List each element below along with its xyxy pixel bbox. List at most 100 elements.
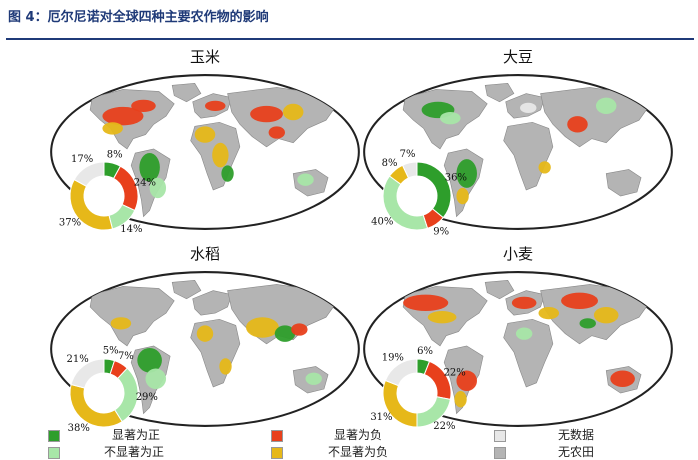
- donut-label-sig_neg: 7%: [118, 351, 134, 362]
- donut-label-nonsig_pos: 14%: [120, 224, 142, 235]
- donut-label-nonsig_pos: 29%: [136, 392, 158, 403]
- donut-slice-no_data: [70, 358, 105, 389]
- title-divider: [6, 38, 694, 40]
- panel-soybean: 大豆 36% 9% 40% 8% 7%: [358, 46, 678, 238]
- crop-region-sig_pos: [456, 159, 477, 188]
- legend-label-no-crop: 无农田: [558, 445, 595, 459]
- crop-region-nonsig_pos: [297, 173, 314, 186]
- crop-region-nonsig_neg: [212, 142, 229, 168]
- donut-label-sig_neg: 24%: [134, 178, 156, 189]
- crop-region-nonsig_neg: [194, 126, 216, 143]
- crop-region-sig_pos: [137, 347, 162, 373]
- crop-region-sig_neg: [561, 292, 598, 309]
- figure-title: 图 4：厄尔尼诺对全球四种主要农作物的影响: [8, 10, 269, 25]
- crop-region-sig_neg: [610, 370, 635, 387]
- crop-region-sig_pos: [139, 153, 160, 182]
- donut-hole: [397, 176, 437, 216]
- crop-region-nonsig_neg: [282, 103, 304, 121]
- panel-wheat: 小麦 6% 22% 22% 31% 19%: [358, 243, 678, 433]
- panel-rice: 水稻 5% 7% 29% 38% 21%: [45, 243, 365, 434]
- donut-chart-wheat: 6% 22% 22% 31% 19%: [370, 346, 466, 432]
- continent-af: [503, 318, 554, 388]
- panel-title-soybean: 大豆: [502, 48, 533, 66]
- panel-maize: 玉米 8% 24% 14% 37% 17%: [45, 46, 365, 236]
- legend-swatch-no-crop: [494, 447, 506, 459]
- continent-eu: [192, 290, 233, 316]
- legend-swatch-nonsig-pos: [48, 447, 60, 459]
- legend-swatch-sig-neg: [271, 430, 283, 442]
- panel-title-rice: 水稻: [189, 245, 220, 263]
- crop-region-sig_neg: [268, 126, 285, 139]
- continent-greenland: [171, 82, 202, 103]
- panel-title-wheat: 小麦: [502, 245, 533, 263]
- crop-region-nonsig_pos: [305, 372, 322, 385]
- crop-region-nonsig_neg: [538, 306, 560, 320]
- crop-region-nonsig_pos: [515, 327, 533, 340]
- crop-region-sig_neg: [456, 370, 477, 392]
- continent-greenland: [484, 279, 515, 300]
- donut-hole: [397, 373, 437, 413]
- donut-hole: [84, 176, 124, 216]
- legend-swatch-sig-pos: [48, 430, 60, 442]
- crop-region-nonsig_neg: [456, 187, 469, 205]
- legend-swatch-no-data: [494, 430, 506, 442]
- continent-af: [503, 121, 554, 191]
- donut-label-sig_pos: 5%: [103, 346, 119, 357]
- donut-label-sig_pos: 8%: [107, 149, 123, 160]
- donut-label-no_data: 21%: [67, 354, 89, 365]
- donut-label-sig_pos: 36%: [445, 173, 467, 184]
- crop-region-sig_neg: [291, 323, 308, 336]
- legend-label-sig-neg: 显著为负: [334, 428, 383, 442]
- crop-region-nonsig_pos: [149, 177, 167, 199]
- continent-au: [605, 169, 642, 197]
- crop-region-nonsig_neg: [219, 358, 232, 375]
- continent-greenland: [171, 279, 202, 300]
- legend-label-no-data: 无数据: [558, 428, 595, 442]
- crop-region-nonsig_neg: [427, 311, 457, 324]
- crop-region-sig_neg: [250, 105, 283, 123]
- crop-region-nonsig_neg: [102, 122, 123, 135]
- crop-region-sig_neg: [205, 100, 226, 111]
- crop-region-nonsig_neg: [454, 391, 467, 408]
- crop-region-sig_neg: [131, 99, 156, 112]
- donut-label-nonsig_neg: 8%: [382, 158, 398, 169]
- crop-region-nonsig_neg: [196, 325, 214, 342]
- crop-region-nonsig_neg: [593, 306, 619, 324]
- crop-region-nonsig_pos: [595, 97, 617, 115]
- donut-label-nonsig_pos: 22%: [433, 421, 455, 432]
- donut-label-nonsig_neg: 38%: [68, 423, 90, 434]
- donut-label-nonsig_pos: 40%: [371, 216, 393, 227]
- crop-region-sig_neg: [511, 296, 537, 309]
- donut-label-no_data: 7%: [400, 149, 416, 160]
- crop-region-sig_pos: [221, 165, 234, 182]
- crop-region-sig_neg: [567, 116, 588, 133]
- continent-greenland: [484, 82, 515, 103]
- crop-region-nonsig_pos: [145, 368, 167, 389]
- legend-label-sig-pos: 显著为正: [112, 428, 161, 442]
- legend-label-nonsig-pos: 不显著为正: [104, 445, 165, 459]
- donut-label-sig_neg: 22%: [444, 367, 466, 378]
- crop-region-sig_neg: [102, 106, 144, 126]
- continent-na: [89, 286, 175, 347]
- donut-label-sig_pos: 6%: [417, 346, 433, 357]
- panel-title-maize: 玉米: [189, 48, 220, 66]
- donut-label-no_data: 19%: [382, 352, 404, 363]
- donut-chart-soybean: 36% 9% 40% 8%7%: [371, 149, 467, 238]
- crop-region-no_data: [520, 102, 537, 114]
- donut-chart-rice: 5% 7% 29% 38% 21%: [67, 346, 158, 434]
- donut-label-no_data: 17%: [71, 154, 93, 165]
- crop-region-sig_pos: [274, 325, 296, 342]
- donut-label-nonsig_neg: 31%: [370, 412, 392, 423]
- donut-chart-maize: 8% 24% 14% 37% 17%: [59, 149, 156, 235]
- crop-region-nonsig_neg: [538, 161, 551, 174]
- donut-hole: [84, 373, 124, 413]
- crop-region-sig_neg: [403, 294, 449, 312]
- legend-swatch-nonsig-neg: [271, 447, 283, 459]
- legend-label-nonsig-neg: 不显著为负: [328, 445, 389, 459]
- donut-label-sig_neg: 9%: [433, 227, 449, 238]
- crop-region-nonsig_pos: [440, 112, 461, 125]
- crop-region-nonsig_neg: [110, 317, 132, 330]
- donut-label-nonsig_neg: 37%: [59, 217, 81, 228]
- crop-region-nonsig_neg: [246, 317, 279, 338]
- crop-region-sig_pos: [579, 318, 596, 329]
